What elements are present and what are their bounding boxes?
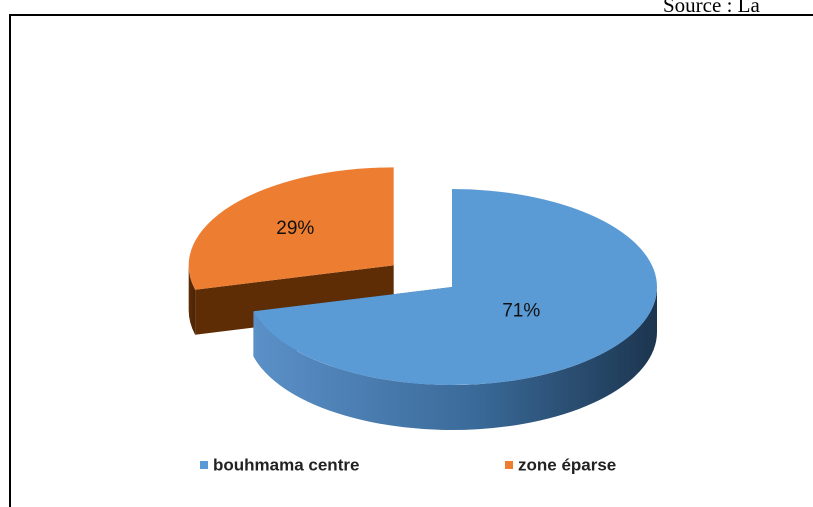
data-label: 29%	[276, 218, 314, 239]
data-label: 71%	[502, 300, 540, 321]
legend-label: zone éparse	[518, 455, 616, 474]
legend-swatch	[200, 461, 208, 469]
legend-label: bouhmama centre	[213, 455, 359, 474]
slice-wall	[195, 265, 394, 335]
legend-swatch	[505, 461, 513, 469]
pie: 29% 71%	[188, 167, 658, 431]
legend: bouhmama centre zone éparse	[200, 455, 616, 474]
slice	[253, 188, 658, 385]
slice-side	[253, 287, 658, 431]
slice	[188, 167, 394, 290]
slice-side	[188, 265, 196, 335]
source: Source : La	[663, 0, 760, 17]
